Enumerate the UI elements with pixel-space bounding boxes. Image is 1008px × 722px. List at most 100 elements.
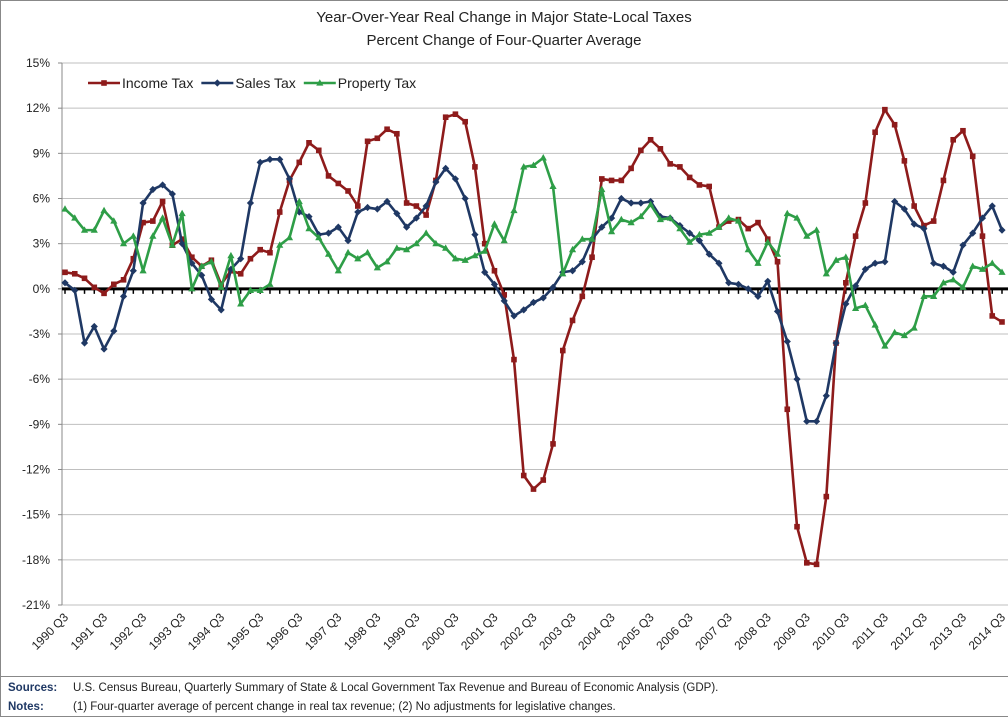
data-point [560,348,566,354]
y-tick-label: 15% [26,56,50,70]
data-point [843,280,849,286]
data-point [443,114,449,120]
sources-label: Sources: [8,682,57,694]
data-point [697,182,703,188]
data-point [638,148,644,154]
data-point [706,184,712,190]
data-point [238,271,244,277]
data-point [745,226,751,232]
data-point [277,209,283,215]
data-point [550,441,556,447]
legend: Income Tax Sales Tax Property Tax [88,75,416,91]
data-point [609,178,615,184]
data-point [570,318,576,324]
y-tick-label: 9% [33,146,51,160]
data-point [150,218,156,224]
data-point [941,178,947,184]
data-point [384,126,390,132]
y-tick-label: 12% [26,101,50,115]
y-tick-label: 0% [33,282,51,296]
y-tick-label: 3% [33,237,51,251]
data-point [902,158,908,164]
data-point [111,282,117,288]
y-tick-label: -6% [29,372,51,386]
data-point [794,524,800,530]
data-point [248,256,254,262]
notes-label: Notes: [8,701,44,713]
data-point [531,486,537,492]
data-point [511,357,517,363]
data-point [91,285,97,291]
sources-text: U.S. Census Bureau, Quarterly Summary of… [73,682,718,694]
data-point [970,154,976,160]
data-point [950,137,956,143]
data-point [980,233,986,239]
y-tick-label: -21% [22,598,50,612]
chart-title: Year-Over-Year Real Change in Major Stat… [316,9,691,26]
data-point [365,138,371,144]
data-point [316,148,322,154]
data-point [375,135,381,141]
y-tick-label: -12% [22,463,50,477]
data-point [872,129,878,135]
data-point [355,203,361,209]
data-point [462,119,468,125]
data-point [677,164,683,170]
data-point [804,560,810,566]
data-point [296,160,302,166]
data-point [989,313,995,319]
data-point [345,188,351,194]
data-point [101,291,107,297]
data-point [404,200,410,206]
data-point [121,277,127,283]
data-point [492,268,498,274]
data-point [589,254,595,260]
data-point [960,128,966,134]
data-point [335,181,341,187]
data-point [999,319,1005,325]
data-point [62,269,68,275]
data-point [814,562,820,568]
data-point [892,122,898,128]
y-tick-label: 6% [33,192,51,206]
data-point [619,178,625,184]
legend-marker [101,80,107,86]
data-point [160,199,166,205]
data-point [267,250,273,256]
data-point [667,161,673,167]
data-point [775,259,781,265]
data-point [580,294,586,300]
data-point [648,137,654,143]
data-point [853,233,859,239]
data-point [326,173,332,179]
legend-label: Income Tax [122,75,193,91]
data-point [863,200,869,206]
notes-text: (1) Four-quarter average of percent chan… [73,701,616,713]
data-point [540,477,546,483]
data-point [423,212,429,218]
legend-label: Sales Tax [235,75,295,91]
y-tick-label: -3% [29,327,51,341]
data-point [824,494,830,500]
data-point [521,473,527,479]
legend-label: Property Tax [338,75,416,91]
chart-subtitle: Percent Change of Four-Quarter Average [367,32,642,49]
y-tick-label: -18% [22,553,50,567]
data-point [453,111,459,117]
data-point [306,140,312,146]
data-point [414,203,420,209]
data-point [257,247,263,253]
data-point [931,218,937,224]
data-point [472,164,478,170]
data-point [72,271,78,277]
y-tick-label: -15% [22,508,50,522]
data-point [82,275,88,281]
data-point [911,203,917,209]
data-point [628,166,634,172]
data-point [687,175,693,181]
data-point [658,146,664,152]
data-point [755,220,761,226]
data-point [599,176,605,182]
y-tick-label: -9% [29,417,51,431]
